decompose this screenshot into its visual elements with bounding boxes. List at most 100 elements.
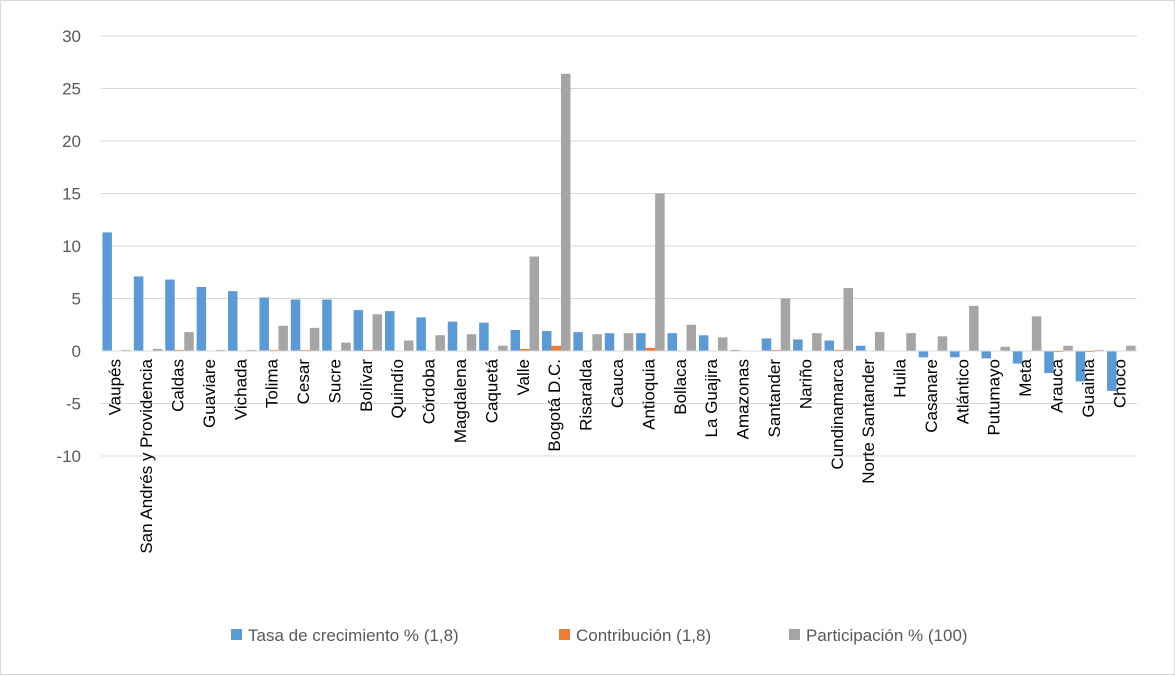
bar: [874, 332, 885, 351]
bar: [121, 349, 131, 351]
category-label: Norte Santander: [859, 359, 878, 484]
bar: [969, 305, 979, 351]
bar: [184, 332, 194, 351]
bar: [918, 351, 929, 358]
bar: [667, 333, 678, 351]
bar: [278, 325, 288, 351]
bar: [573, 332, 583, 351]
category-label: Magdalena: [451, 358, 470, 443]
y-tick-label: -5: [66, 395, 81, 414]
bar: [416, 317, 426, 351]
bar: [363, 349, 373, 351]
bar: [1126, 345, 1136, 351]
bar: [1094, 349, 1105, 351]
bar: [793, 339, 803, 351]
bar: [268, 349, 279, 351]
y-tick-label: 0: [72, 342, 81, 361]
legend-swatch: [559, 629, 570, 640]
category-label: Guainia: [1079, 358, 1098, 417]
bar: [520, 348, 530, 351]
bar: [560, 73, 571, 352]
category-label: Putumayo: [985, 359, 1004, 436]
bar: [1031, 316, 1042, 351]
bar: [698, 335, 709, 351]
category-labels: Vaupés San Andrés y Providencia Caldas Guav…: [106, 358, 1130, 553]
bar: [551, 345, 561, 351]
y-tick-label: 20: [62, 132, 81, 151]
category-label: Vaupés: [106, 359, 125, 415]
bar: [341, 342, 351, 351]
legend-label: Participación % (100): [806, 626, 968, 645]
category-label: Cauca: [608, 358, 627, 408]
bar: [228, 291, 238, 351]
category-label: Vichada: [231, 358, 250, 420]
y-tick-label: 25: [62, 80, 81, 99]
bar: [855, 345, 866, 351]
y-tick-label: 30: [62, 27, 81, 46]
bar: [780, 298, 791, 351]
bar: [133, 276, 144, 351]
bar: [1063, 345, 1073, 351]
bar: [1075, 351, 1086, 382]
bar: [771, 349, 781, 351]
bar: [510, 330, 521, 351]
bar: [498, 345, 508, 351]
gridlines: [101, 35, 1137, 457]
bar: [435, 335, 445, 351]
bar: [824, 340, 835, 351]
category-label: Meta: [1016, 358, 1035, 396]
category-label: Cesar: [294, 359, 313, 405]
legend-label: Contribución (1,8): [576, 626, 711, 645]
category-label: Atlántico: [953, 359, 972, 424]
bar: [730, 349, 740, 351]
bar: [479, 322, 489, 351]
bar: [290, 299, 301, 351]
bar: [529, 256, 540, 351]
bar: [174, 349, 185, 351]
bar: [717, 337, 728, 351]
y-tick-label: 5: [72, 290, 81, 309]
bar: [834, 349, 844, 351]
category-label: Caquetá: [482, 358, 501, 423]
bar: [1000, 346, 1010, 351]
bar: [541, 331, 552, 351]
category-label: Tolima: [263, 358, 282, 408]
bar: [843, 288, 854, 351]
bar: [655, 193, 665, 351]
bar: [906, 333, 916, 351]
category-label: Bollaca: [671, 358, 690, 414]
legend-swatch: [789, 629, 800, 640]
bar: [322, 299, 332, 351]
category-label: Arauca: [1048, 358, 1067, 412]
category-label: Nariño: [796, 359, 815, 409]
bar: [403, 340, 414, 351]
bar: [466, 334, 477, 351]
category-label: Casanare: [922, 359, 941, 433]
bar: [384, 311, 395, 351]
category-label: Córdoba: [420, 358, 439, 424]
bar: [623, 333, 634, 351]
bar: [937, 336, 948, 351]
category-label: Risaralda: [577, 358, 596, 430]
bar: [1053, 351, 1064, 353]
bar: [645, 347, 656, 351]
category-label: Cundinamarca: [828, 358, 847, 469]
bar: [812, 333, 822, 351]
bar: [1044, 351, 1054, 374]
bar: [372, 314, 383, 351]
category-label: Choco: [1110, 359, 1129, 408]
category-label: La Guajira: [702, 358, 721, 437]
bar: [761, 338, 772, 351]
category-label: Antioquia: [639, 358, 658, 429]
bar: [215, 349, 226, 351]
bar: [102, 232, 112, 351]
bar: [1012, 351, 1023, 364]
legend-label: Tasa de crecimiento % (1,8): [248, 626, 459, 645]
y-tick-label: 15: [62, 185, 81, 204]
bars: [102, 73, 1136, 391]
legend-swatch: [231, 629, 242, 640]
bar: [636, 333, 646, 351]
bar: [353, 310, 364, 351]
